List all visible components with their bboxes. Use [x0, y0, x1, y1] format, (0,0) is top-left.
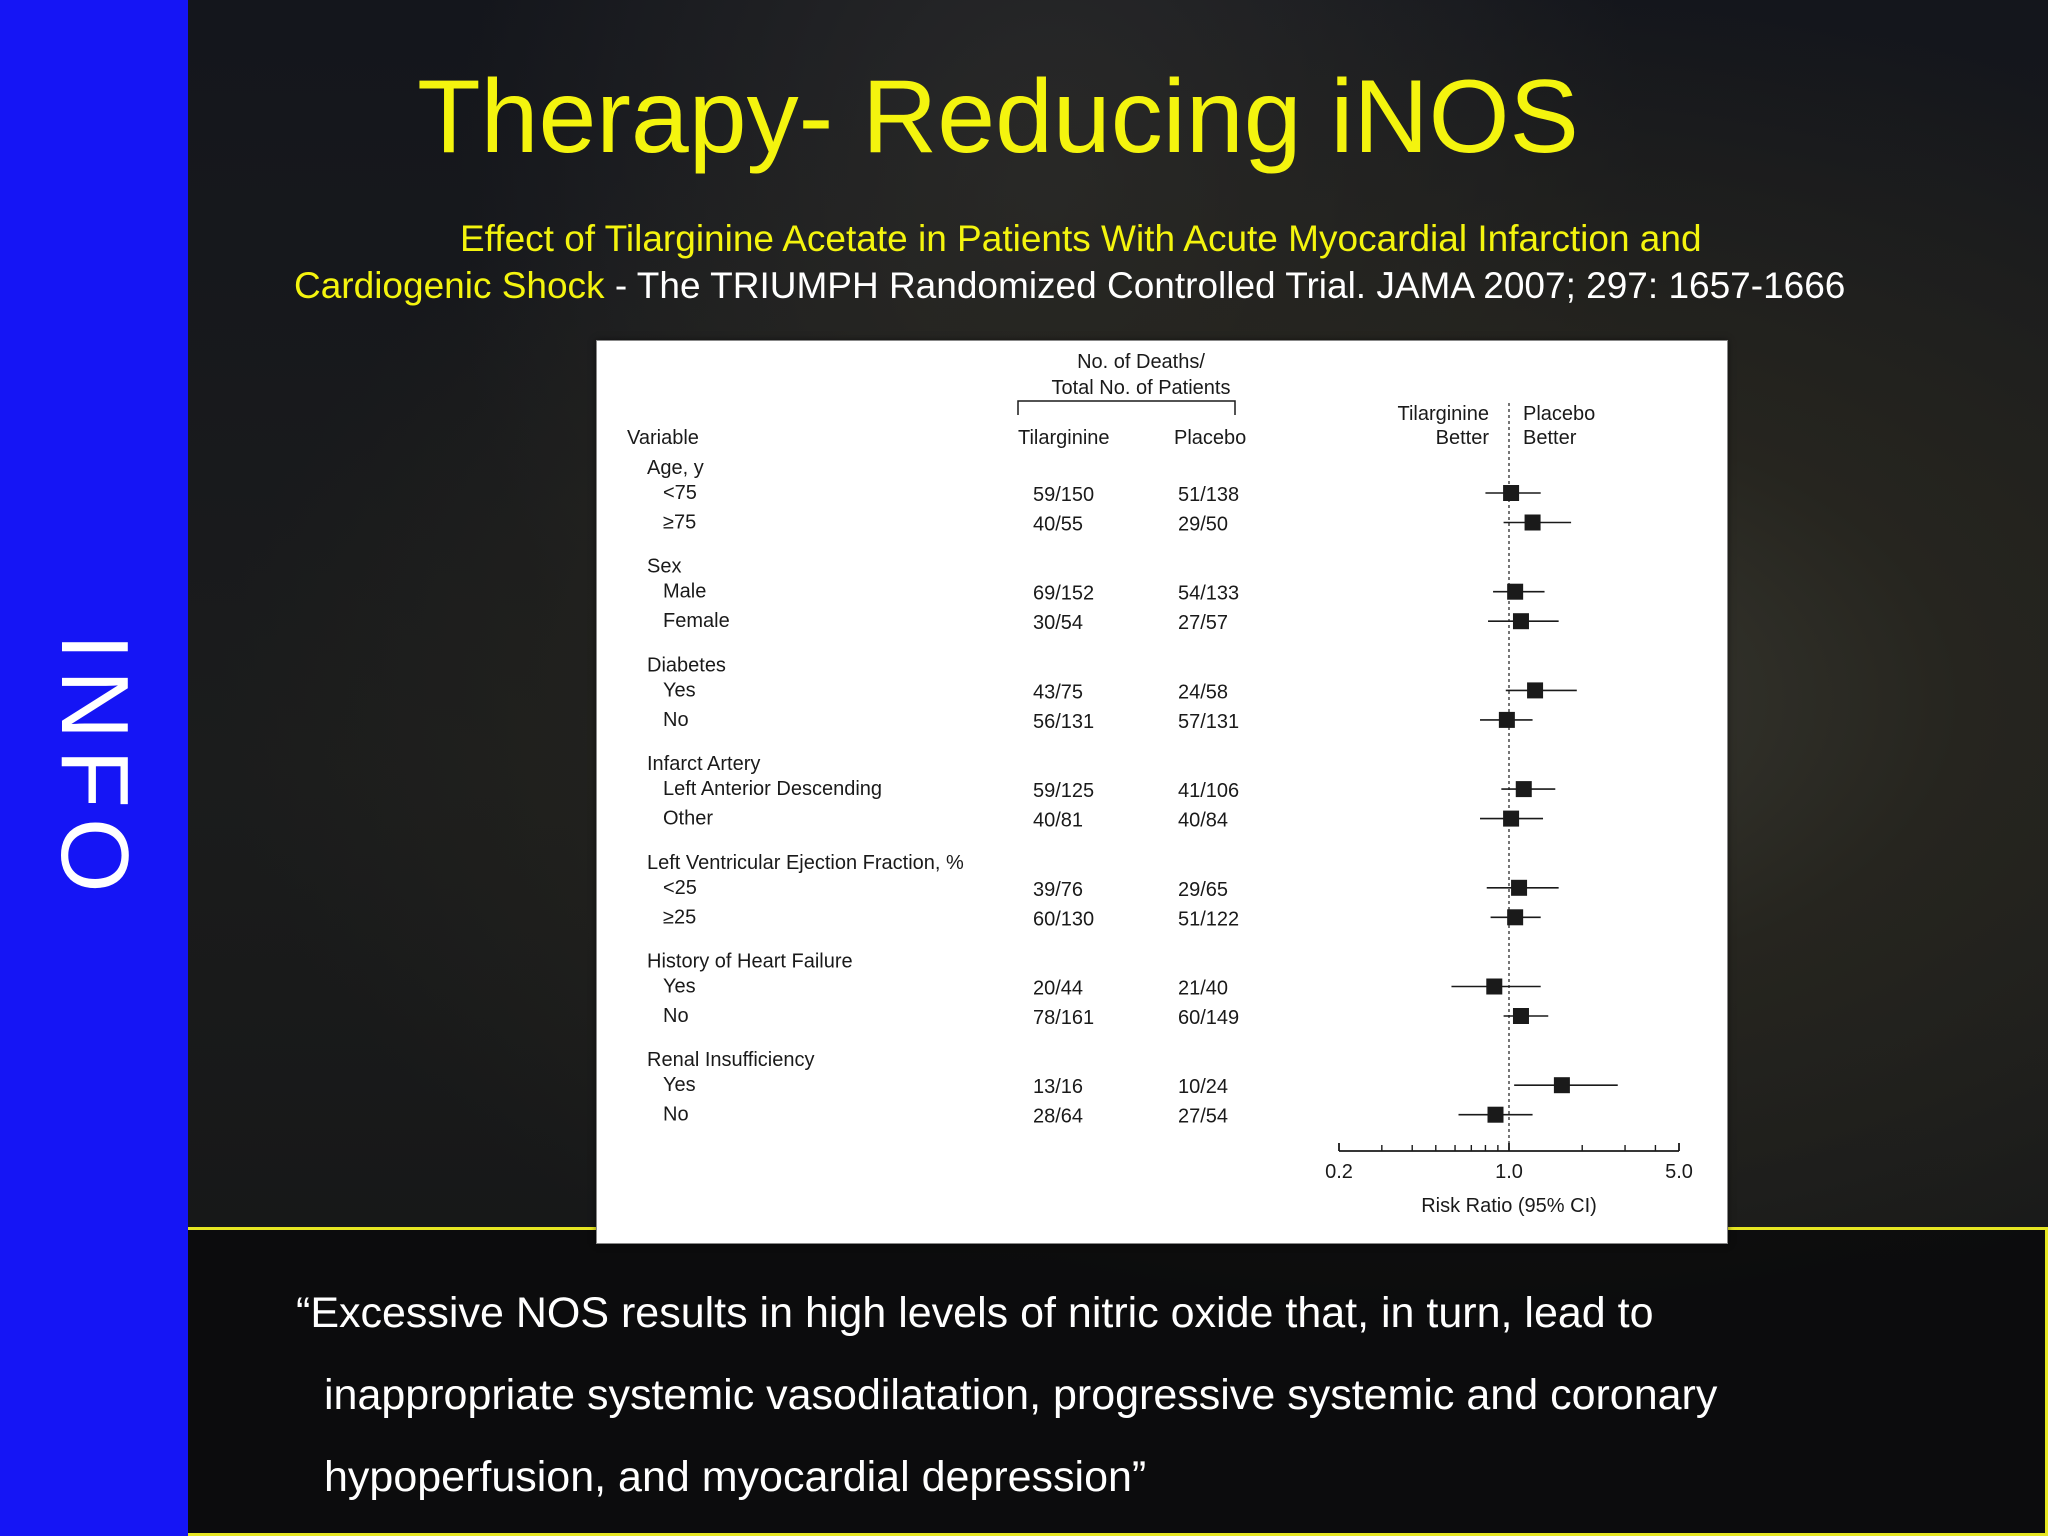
column-placebo-header: Placebo [1174, 427, 1246, 449]
forest-plot: No. of Deaths/Total No. of Patients Varia… [627, 351, 1693, 1217]
quote-line-3: hypoperfusion, and myocardial depression… [324, 1453, 1147, 1501]
group-label: Renal Insufficiency [647, 1049, 815, 1071]
x-tick-label: 0.2 [1325, 1161, 1353, 1183]
row-label: No [663, 1104, 689, 1126]
row-tilarginine-value: 56/131 [1033, 711, 1094, 733]
group-label: History of Heart Failure [647, 951, 853, 973]
row-tilarginine-value: 13/16 [1033, 1076, 1083, 1098]
group-label: Diabetes [647, 654, 726, 676]
row-label: Other [663, 808, 713, 830]
row-placebo-value: 21/40 [1178, 978, 1228, 1000]
favors-right-line-2: Better [1523, 427, 1577, 449]
point-estimate [1507, 583, 1524, 600]
quote-text: “Excessive NOS results in high levels of… [296, 1272, 2016, 1518]
slide-title: Therapy- Reducing iNOS [417, 59, 1579, 175]
row-tilarginine-value: 69/152 [1033, 583, 1094, 605]
row-label: No [663, 1005, 689, 1027]
row-label: Left Anterior Descending [663, 778, 882, 800]
point-estimate [1512, 613, 1529, 630]
point-estimate [1527, 682, 1544, 699]
row-placebo-value: 51/122 [1178, 908, 1239, 930]
row-placebo-value: 29/50 [1178, 514, 1228, 536]
point-estimate [1553, 1077, 1570, 1094]
quote-box [188, 1230, 2048, 1536]
favors-left-line-1: Tilarginine [1397, 403, 1489, 425]
point-estimate [1511, 879, 1528, 896]
row-tilarginine-value: 30/54 [1033, 612, 1083, 634]
row-tilarginine-value: 28/64 [1033, 1106, 1083, 1128]
row-placebo-value: 57/131 [1178, 711, 1239, 733]
row-tilarginine-value: 78/161 [1033, 1007, 1094, 1029]
x-tick-label: 1.0 [1495, 1161, 1523, 1183]
row-tilarginine-value: 20/44 [1033, 978, 1083, 1000]
row-tilarginine-value: 43/75 [1033, 681, 1083, 703]
x-tick-label: 5.0 [1665, 1161, 1693, 1183]
point-estimate [1515, 781, 1532, 798]
row-label: <75 [663, 482, 697, 504]
row-label: ≥25 [663, 906, 696, 928]
row-label: Yes [663, 976, 696, 998]
subtitle-line-1: Effect of Tilarginine Acetate in Patient… [460, 218, 1702, 259]
row-tilarginine-value: 40/55 [1033, 514, 1083, 536]
row-label: <25 [663, 877, 697, 899]
row-label: Yes [663, 1074, 696, 1096]
quote-line-2: inappropriate systemic vasodilatation, p… [324, 1371, 1718, 1419]
row-tilarginine-value: 39/76 [1033, 879, 1083, 901]
favors-left-line-2: Better [1436, 427, 1490, 449]
row-label: Male [663, 581, 706, 603]
row-tilarginine-value: 40/81 [1033, 810, 1083, 832]
forest-plot-panel: No. of Deaths/Total No. of Patients Varia… [596, 340, 1728, 1244]
subtitle-line-2-yellow: Cardiogenic Shock [294, 265, 605, 306]
point-estimate [1503, 485, 1520, 501]
row-placebo-value: 60/149 [1178, 1007, 1239, 1029]
row-placebo-value: 29/65 [1178, 879, 1228, 901]
row-placebo-value: 41/106 [1178, 780, 1239, 802]
header-bracket [1017, 400, 1236, 415]
column-variable-header: Variable [627, 427, 699, 449]
x-axis-label: Risk Ratio (95% CI) [1421, 1195, 1597, 1217]
row-label: No [663, 709, 689, 731]
group-label: Infarct Artery [647, 753, 760, 775]
row-placebo-value: 54/133 [1178, 583, 1239, 605]
favors-right-line-1: Placebo [1523, 403, 1595, 425]
group-label: Sex [647, 556, 681, 578]
column-tilarginine-header: Tilarginine [1018, 427, 1110, 449]
row-placebo-value: 24/58 [1178, 681, 1228, 703]
point-estimate [1486, 978, 1503, 995]
row-tilarginine-value: 59/150 [1033, 484, 1094, 506]
group-label: Age, y [647, 457, 704, 479]
point-estimate [1503, 810, 1520, 827]
point-estimate [1498, 711, 1515, 728]
header-group-line-1: No. of Deaths/ [1077, 351, 1205, 373]
row-tilarginine-value: 60/130 [1033, 908, 1094, 930]
group-label: Left Ventricular Ejection Fraction, % [647, 852, 964, 874]
point-estimate [1512, 1008, 1529, 1024]
row-label: Yes [663, 679, 696, 701]
row-label: Female [663, 610, 730, 632]
subtitle-line-2: Cardiogenic Shock - The TRIUMPH Randomiz… [294, 265, 1845, 307]
point-estimate [1487, 1106, 1504, 1123]
row-placebo-value: 10/24 [1178, 1076, 1228, 1098]
header-group-line-2: Total No. of Patients [1052, 377, 1231, 399]
subtitle-line-2-white: - The TRIUMPH Randomized Controlled Tria… [604, 265, 1846, 306]
side-label: INFO [41, 633, 148, 903]
side-bar: INFO [0, 0, 188, 1536]
row-placebo-value: 40/84 [1178, 810, 1228, 832]
quote-line-1: “Excessive NOS results in high levels of… [296, 1289, 1654, 1337]
row-placebo-value: 27/54 [1178, 1106, 1228, 1128]
row-placebo-value: 27/57 [1178, 612, 1228, 634]
point-estimate [1507, 909, 1524, 926]
row-placebo-value: 51/138 [1178, 484, 1239, 506]
point-estimate [1524, 514, 1541, 531]
row-label: ≥75 [663, 512, 696, 534]
row-tilarginine-value: 59/125 [1033, 780, 1094, 802]
